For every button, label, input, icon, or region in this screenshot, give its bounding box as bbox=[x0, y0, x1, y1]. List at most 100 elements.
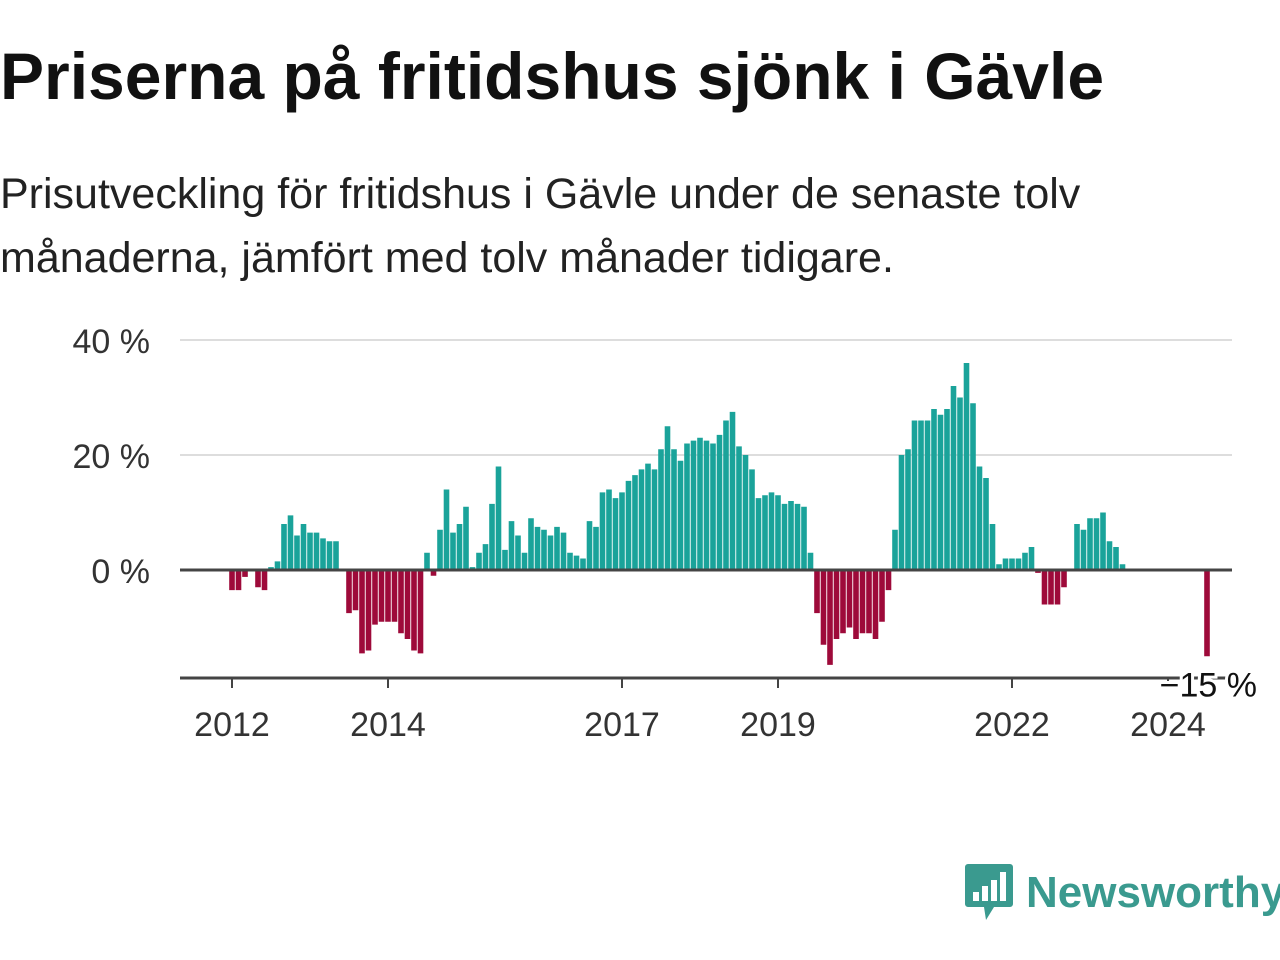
bar bbox=[645, 463, 651, 570]
annotations: −15 % bbox=[1157, 663, 1260, 707]
bar bbox=[911, 420, 918, 570]
bar bbox=[502, 549, 508, 570]
bar bbox=[931, 409, 937, 570]
bar bbox=[944, 409, 950, 570]
bar bbox=[515, 535, 521, 570]
bar bbox=[599, 492, 606, 570]
bar bbox=[1022, 552, 1028, 570]
bar bbox=[274, 561, 281, 570]
bar bbox=[918, 420, 924, 570]
bar bbox=[950, 386, 957, 570]
bar bbox=[424, 552, 430, 570]
bar bbox=[1080, 529, 1087, 570]
bar bbox=[456, 524, 463, 570]
x-tick-label: 2017 bbox=[584, 706, 660, 744]
bar bbox=[593, 526, 599, 570]
bar bbox=[989, 524, 996, 570]
bar bbox=[1041, 570, 1048, 605]
bar bbox=[1119, 564, 1126, 570]
bar bbox=[677, 460, 684, 570]
bar bbox=[554, 526, 560, 570]
bar bbox=[859, 570, 866, 634]
bar bbox=[794, 503, 801, 570]
bar bbox=[905, 449, 911, 570]
bar-chart-speech-bubble-icon bbox=[965, 864, 1013, 920]
bar bbox=[261, 570, 268, 591]
bar bbox=[1054, 570, 1061, 605]
bar bbox=[430, 570, 437, 576]
bar bbox=[580, 558, 586, 570]
bar bbox=[801, 506, 807, 570]
bar bbox=[820, 570, 827, 645]
bar bbox=[1204, 570, 1210, 657]
bar bbox=[573, 555, 580, 570]
bar bbox=[281, 524, 287, 570]
bar bbox=[1106, 541, 1113, 570]
bar bbox=[391, 570, 398, 622]
page-subtitle: Prisutveckling för fritidshus i Gävle un… bbox=[0, 170, 1081, 282]
bar bbox=[963, 363, 970, 570]
bar bbox=[742, 455, 749, 570]
bar bbox=[710, 443, 716, 570]
bar bbox=[326, 541, 333, 570]
y-axis-tick-labels: 0 % 20 % 40 % bbox=[73, 323, 151, 591]
bar bbox=[287, 515, 294, 570]
bar bbox=[957, 397, 963, 570]
bar bbox=[690, 440, 697, 570]
bar bbox=[1009, 558, 1015, 570]
bar bbox=[1093, 518, 1100, 570]
x-tick-label: 2012 bbox=[194, 706, 270, 744]
bar bbox=[976, 466, 983, 570]
bar bbox=[762, 495, 768, 570]
bar-chart: 0 % 20 % 40 % 2012 2014 2017 2019 2022 2024 −15… bbox=[73, 323, 1261, 744]
bar bbox=[840, 570, 846, 634]
bar bbox=[365, 570, 372, 651]
bar bbox=[898, 455, 905, 570]
bar bbox=[255, 570, 261, 588]
bar bbox=[729, 411, 736, 570]
bar bbox=[567, 552, 573, 570]
bar bbox=[372, 570, 378, 625]
x-tick-label: 2024 bbox=[1130, 706, 1206, 744]
bar bbox=[814, 570, 820, 614]
bar bbox=[833, 570, 840, 639]
bar bbox=[411, 570, 417, 651]
bar bbox=[723, 420, 729, 570]
bar bbox=[606, 489, 612, 570]
bar bbox=[443, 489, 450, 570]
bar bbox=[1048, 570, 1054, 605]
bar bbox=[1100, 512, 1106, 570]
bar bbox=[489, 503, 495, 570]
bar bbox=[404, 570, 411, 639]
bar bbox=[378, 570, 385, 622]
axes bbox=[180, 568, 1232, 680]
bar bbox=[528, 518, 534, 570]
bar bbox=[333, 541, 339, 570]
bar bbox=[437, 529, 443, 570]
bar bbox=[716, 434, 723, 570]
bar bbox=[892, 529, 898, 570]
bar bbox=[924, 420, 931, 570]
bar bbox=[664, 426, 671, 570]
bar bbox=[684, 443, 690, 570]
bar bbox=[1002, 558, 1009, 570]
bar bbox=[398, 570, 404, 634]
bar bbox=[534, 526, 541, 570]
bar bbox=[508, 521, 515, 570]
bar bbox=[872, 570, 879, 639]
bar bbox=[450, 532, 456, 570]
bar bbox=[703, 440, 710, 570]
x-tick-label: 2022 bbox=[974, 706, 1050, 744]
bar bbox=[632, 475, 638, 570]
bar bbox=[1061, 570, 1067, 588]
bar bbox=[658, 449, 664, 570]
bar bbox=[476, 552, 482, 570]
bar bbox=[1015, 558, 1022, 570]
bar bbox=[346, 570, 352, 614]
bar bbox=[866, 570, 872, 634]
bar bbox=[1074, 524, 1080, 570]
bar bbox=[417, 570, 424, 654]
bar bbox=[697, 437, 703, 570]
bar bbox=[619, 492, 625, 570]
bar bbox=[671, 449, 677, 570]
